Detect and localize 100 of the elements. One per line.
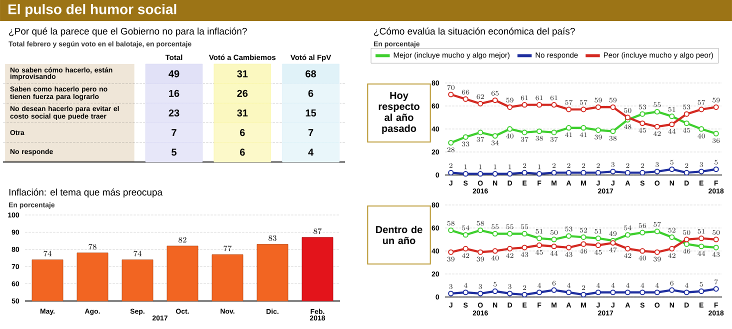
chart-title: Inflación: el tema que más preocupa	[9, 188, 163, 198]
point	[580, 234, 586, 240]
point	[522, 130, 528, 136]
chart-title: ¿Por qué la parece que el Gobierno no para la inflación?	[9, 28, 247, 36]
point	[536, 242, 542, 248]
point	[566, 170, 572, 176]
point	[698, 244, 704, 250]
data-label: 83	[268, 235, 276, 241]
point	[580, 106, 586, 112]
point	[654, 228, 660, 234]
point	[713, 130, 719, 136]
point	[462, 171, 468, 177]
point	[448, 249, 454, 255]
point	[624, 170, 630, 176]
point	[595, 242, 602, 248]
point	[448, 290, 454, 296]
point	[624, 246, 630, 252]
point	[507, 246, 513, 252]
point	[684, 120, 690, 126]
data-label: 77	[224, 246, 232, 252]
point	[478, 171, 484, 177]
point	[624, 232, 630, 238]
point	[640, 170, 646, 176]
point	[654, 124, 660, 130]
point	[580, 292, 586, 298]
point	[698, 126, 704, 132]
point	[551, 236, 557, 242]
point	[478, 290, 484, 296]
point	[640, 111, 646, 117]
point	[462, 134, 468, 140]
point	[713, 286, 719, 292]
point	[522, 230, 528, 237]
point	[522, 170, 528, 176]
point	[522, 244, 528, 250]
text: El pulso del humor social	[8, 4, 176, 18]
point	[654, 249, 660, 255]
point	[478, 130, 484, 136]
point	[698, 168, 704, 174]
data-label: 74	[44, 250, 52, 256]
point	[713, 166, 719, 172]
point	[640, 290, 646, 296]
point	[551, 170, 557, 176]
point	[684, 170, 690, 176]
point	[640, 230, 646, 236]
point	[669, 246, 675, 252]
point	[595, 104, 602, 110]
data-label: 15	[306, 110, 316, 116]
point	[580, 170, 586, 176]
point	[507, 290, 513, 296]
point	[684, 111, 690, 117]
point	[462, 290, 468, 296]
point	[713, 244, 719, 250]
point	[478, 100, 484, 106]
point	[462, 246, 468, 252]
data-label: 5	[172, 148, 177, 156]
point	[448, 92, 454, 98]
data-label: 6	[308, 90, 314, 97]
point	[536, 290, 542, 296]
data-label: 6	[240, 148, 245, 156]
point	[507, 230, 513, 237]
data-label: 49	[168, 70, 180, 78]
point	[698, 288, 704, 294]
data-label: 26	[237, 90, 248, 97]
point	[566, 125, 572, 131]
data-label: 6	[240, 129, 245, 136]
point	[478, 227, 484, 234]
data-label: 4	[308, 148, 314, 156]
point	[536, 128, 542, 134]
point	[654, 290, 660, 296]
point	[580, 241, 586, 247]
point	[492, 288, 498, 294]
point	[640, 120, 646, 126]
point	[566, 244, 572, 250]
point	[551, 287, 557, 293]
point	[669, 166, 675, 172]
point	[684, 241, 690, 247]
point	[624, 290, 630, 296]
point	[478, 249, 484, 255]
point	[536, 102, 542, 108]
point	[462, 232, 468, 238]
point	[507, 126, 513, 132]
point	[448, 227, 454, 234]
point	[551, 244, 557, 250]
point	[492, 248, 498, 254]
y-axis-title: Hoy respecto al año pasado	[378, 92, 420, 134]
point	[713, 236, 719, 242]
point	[610, 240, 616, 246]
point	[698, 236, 704, 242]
point	[566, 290, 572, 296]
data-label: 7	[172, 129, 176, 136]
point	[536, 236, 542, 242]
data-label: 78	[88, 244, 96, 250]
point	[448, 140, 454, 146]
point	[580, 125, 586, 131]
point	[566, 106, 572, 112]
point	[522, 292, 528, 298]
point	[595, 127, 602, 133]
point	[684, 290, 690, 296]
chart-title: ¿Cómo evalúa la situación económica del país?	[374, 28, 575, 36]
point	[610, 128, 616, 134]
